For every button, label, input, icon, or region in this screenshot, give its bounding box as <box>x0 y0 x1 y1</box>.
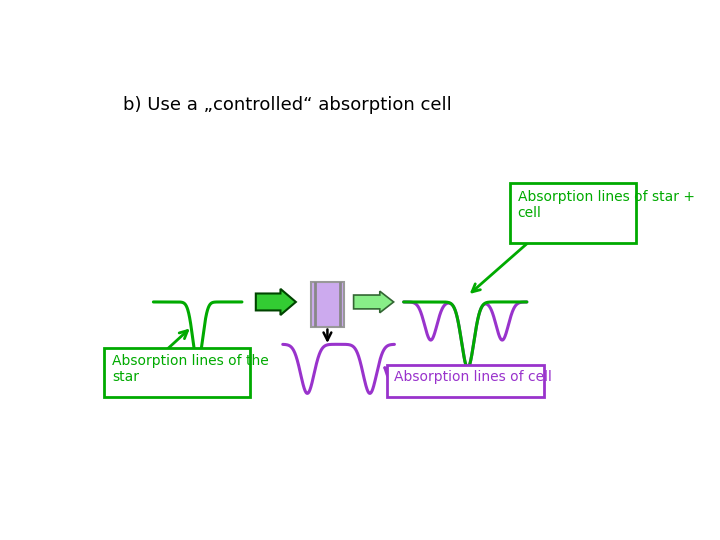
FancyBboxPatch shape <box>104 348 250 397</box>
Text: Absorption lines of the
star: Absorption lines of the star <box>112 354 269 384</box>
FancyArrow shape <box>354 291 394 313</box>
Bar <box>311 282 343 327</box>
FancyArrow shape <box>256 289 296 315</box>
FancyBboxPatch shape <box>510 183 636 244</box>
FancyBboxPatch shape <box>387 365 544 397</box>
Text: Absorption lines of star +
cell: Absorption lines of star + cell <box>518 190 695 220</box>
Text: Absorption lines of cell: Absorption lines of cell <box>395 370 552 384</box>
Text: b) Use a „controlled“ absorption cell: b) Use a „controlled“ absorption cell <box>122 96 451 113</box>
